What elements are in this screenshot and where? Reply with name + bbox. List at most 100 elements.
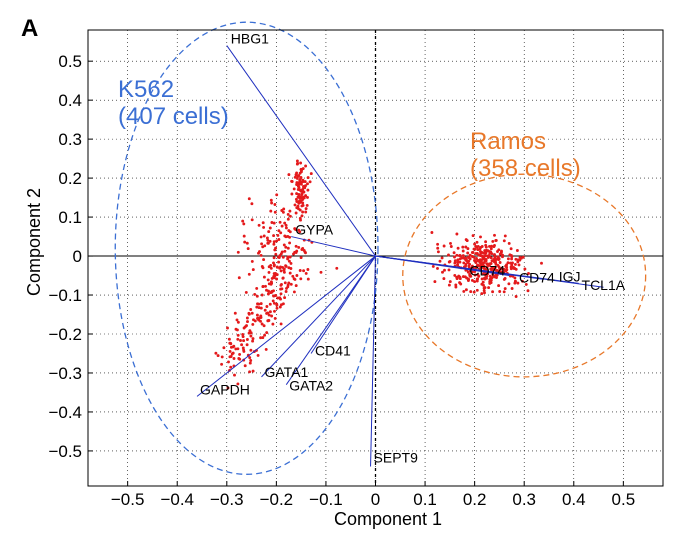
ramos-cell-point [489, 256, 493, 260]
ramos-cell-point [502, 239, 506, 243]
ramos-cell-point [482, 251, 486, 255]
k562-cell-point [241, 333, 245, 336]
k562-cell-point [271, 299, 275, 303]
k562-cell-point [273, 316, 277, 320]
k562-cell-point [270, 314, 274, 318]
ramos-cell-point [464, 263, 468, 266]
x-tick-label: 0.1 [413, 490, 437, 509]
k562-cell-point [247, 272, 251, 276]
k562-cell-point [284, 235, 288, 239]
k562-cell-point [294, 197, 298, 201]
k562-cell-point [306, 182, 309, 186]
ramos-cell-point [464, 288, 468, 292]
k562-cell-point [301, 201, 305, 205]
k562-cell-point [295, 171, 299, 175]
ramos-cell-point [509, 261, 513, 265]
ramos-cell-point [473, 280, 477, 284]
k562-cell-point [286, 212, 290, 216]
k562-cell-point [262, 225, 266, 229]
k562-cell-point [220, 355, 224, 359]
ramos-cell-point [447, 253, 450, 257]
k562-cell-point [251, 369, 255, 373]
k562-cell-point [242, 234, 246, 238]
x-tick-label: 0.5 [612, 490, 636, 509]
ramos-cell-point [470, 278, 474, 282]
loading-vector-hbg1 [226, 45, 376, 257]
k562-cell-point [300, 214, 304, 218]
ramos-cell-point [493, 255, 497, 259]
k562-cell-point [295, 192, 299, 196]
ramos-cell-point [475, 257, 478, 260]
ramos-cell-point [479, 259, 483, 262]
k562-cell-point [284, 223, 288, 227]
k562-cell-point [301, 195, 305, 199]
ramos-cell-point [474, 266, 478, 270]
ramos-cell-point [475, 240, 479, 244]
k562-cell-point [278, 220, 282, 224]
ramos-cell-point [442, 277, 446, 281]
y-tick-label: −0.3 [48, 364, 82, 383]
ramos-cell-point [484, 253, 487, 257]
k562-cell-point [299, 161, 303, 165]
k562-cell-point [273, 274, 277, 278]
k562-cell-point [270, 289, 274, 293]
loading-label-igj: IGJ [559, 268, 581, 284]
ramos-cell-point [502, 277, 506, 281]
ramos-cell-point [460, 256, 463, 260]
ramos-cell-point [515, 249, 519, 252]
k562-cell-point [242, 222, 246, 226]
ramos-cell-point [476, 263, 479, 267]
k562-cell-point [283, 281, 287, 285]
ramos-cell-point [500, 249, 503, 253]
k562-cell-point [286, 246, 290, 250]
k562-cell-point [309, 172, 313, 176]
k562-cell-point [284, 264, 288, 268]
k562-cell-point [261, 266, 265, 270]
k562-cell-point [283, 249, 287, 253]
ramos-cell-point [456, 258, 460, 262]
k562-cell-point [255, 286, 259, 290]
k562-cell-point [216, 354, 220, 358]
k562-cluster-ellipse [114, 21, 379, 475]
k562-cell-point [274, 252, 278, 256]
k562-cell-point [302, 269, 306, 273]
k562-cell-point [236, 337, 240, 341]
k562-cell-point [293, 175, 297, 179]
ramos-cell-point [473, 247, 477, 251]
ramos-cell-point [507, 282, 511, 286]
k562-cell-point [259, 306, 263, 310]
k562-cell-point [281, 255, 285, 259]
ramos-cell-point [466, 251, 470, 255]
k562-cell-point [249, 348, 253, 352]
ramos-cell-point [487, 254, 491, 258]
k562-cell-point [295, 200, 299, 203]
k562-cell-point [292, 187, 296, 191]
loading-label-gypa: GYPA [295, 222, 334, 238]
k562-cell-point [229, 365, 233, 369]
k562-cell-point [275, 265, 279, 269]
ramos-cell-point [490, 276, 494, 280]
k562-cell-point [264, 347, 268, 351]
ramos-cell-point [470, 270, 474, 274]
ramos-cell-point [505, 268, 509, 272]
ramos-cell-point [485, 274, 489, 278]
ramos-cell-point [448, 280, 452, 284]
k562-cell-point [262, 258, 266, 262]
ramos-cell-point [436, 250, 440, 254]
k562-cell-point [273, 203, 277, 206]
k562-cell-point [257, 302, 261, 306]
ramos-cell-point [479, 264, 483, 268]
ramos-cell-point [540, 261, 543, 265]
ramos-cell-point [471, 234, 475, 238]
k562-cell-point [260, 293, 264, 297]
k562-cell-point [272, 242, 276, 246]
k562-cell-point [245, 241, 249, 245]
ramos-cell-point [468, 272, 472, 276]
k562-cell-point [246, 320, 249, 324]
k562-cell-point [262, 234, 266, 238]
k562-cell-point [285, 286, 288, 290]
k562-cell-point [306, 277, 310, 281]
k562-cell-point [294, 211, 298, 215]
y-tick-label: 0.2 [58, 169, 82, 188]
k562-cell-point [277, 229, 281, 233]
